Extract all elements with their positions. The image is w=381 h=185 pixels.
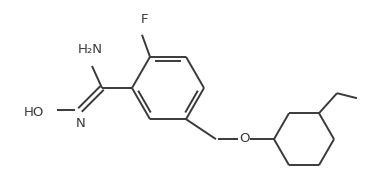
Text: N: N	[76, 117, 86, 130]
Text: O: O	[239, 132, 249, 145]
Text: H₂N: H₂N	[77, 43, 102, 56]
Text: HO: HO	[24, 105, 44, 119]
Text: F: F	[140, 13, 148, 26]
